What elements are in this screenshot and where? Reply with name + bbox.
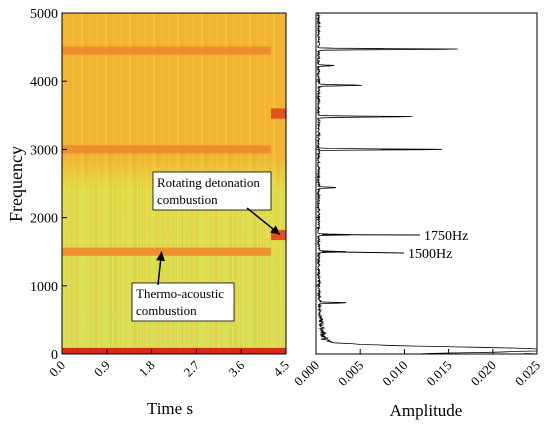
spectrogram-band — [62, 347, 286, 354]
annotation-thermo: Thermo-acoustic combustion — [131, 251, 235, 322]
annotation-arrowhead — [156, 251, 166, 262]
spectrum-x-tick-label: 0.020 — [468, 358, 499, 389]
spectrum-annotation-label: 1500Hz — [408, 247, 452, 262]
spectrogram-band — [271, 229, 286, 241]
spectrum-x-tick-label: 0.015 — [423, 358, 454, 389]
spectrum-x-tick-label: 0.000 — [291, 358, 322, 389]
spectrum-panel: 0.000 0.005 0.010 0.015 0.020 0.025 Amplitude… — [291, 12, 543, 420]
spectrogram-x-tick-label: 1.8 — [136, 358, 158, 380]
spectrogram-y-tick-label: 4000 — [30, 75, 58, 90]
spectrogram-x-tick-label: 2.7 — [180, 357, 202, 379]
annotation-text: Thermo-acoustic — [136, 286, 224, 301]
spectrum-frame — [315, 12, 538, 355]
spectrogram-frame — [61, 12, 287, 355]
spectrogram-annotations: Rotating detonationcombustionThermo-acou… — [131, 171, 281, 322]
spectrogram-band — [62, 247, 272, 256]
annotation-box — [131, 282, 235, 322]
annotation-box — [152, 171, 272, 211]
spectrogram-x-axis-label: Time s — [147, 399, 193, 418]
spectrogram-x-tick-label: 0.9 — [91, 358, 113, 380]
annotation-text: Rotating detonation — [157, 175, 260, 190]
spectrogram-y-tick-label: 3000 — [30, 143, 58, 158]
spectrum-x-tick-label: 0.025 — [512, 358, 543, 389]
spectrogram-y-tick-label: 1000 — [30, 280, 58, 295]
spectrum-line — [315, 12, 538, 355]
spectrum-annotation-label: 1750Hz — [424, 229, 468, 244]
spectrogram-y-tick-label: 2000 — [30, 212, 58, 227]
spectrogram-bands — [62, 46, 286, 354]
spectrogram-x-tick-label: 3.6 — [225, 357, 247, 379]
spectrogram-texture-low — [62, 183, 286, 354]
spectrogram-band — [271, 108, 286, 119]
spectrogram-y-tick-label: 5000 — [30, 7, 58, 22]
spectrogram-band — [62, 46, 272, 55]
annotation-rotating: Rotating detonation combustion — [152, 171, 281, 236]
annotation-text: combustion — [157, 192, 218, 207]
annotation-text: combustion — [136, 303, 197, 318]
spectrogram-y-tick-label: 0 — [51, 348, 58, 363]
spectrum-annotations: 1750Hz 1500Hz — [321, 229, 468, 262]
spectrum-annotation-leader — [321, 251, 405, 254]
spectrum-x-axis-label: Amplitude — [390, 401, 463, 420]
annotation-arrowhead — [270, 225, 281, 235]
spectrogram-y-ticks: 0 1000 2000 3000 4000 5000 — [30, 7, 67, 363]
spectrogram-x-tick-label: 4.5 — [270, 358, 292, 380]
spectrum-x-tick-label: 0.005 — [335, 358, 366, 389]
spectrogram-panel: 0.0 0.9 1.8 2.7 3.6 4.5 010002000300040005000… — [6, 7, 292, 418]
spectrogram-band — [62, 145, 272, 154]
spectrogram-y-axis-label: Frequency — [6, 146, 26, 222]
spectrum-x-tick-label: 0.010 — [379, 358, 410, 389]
